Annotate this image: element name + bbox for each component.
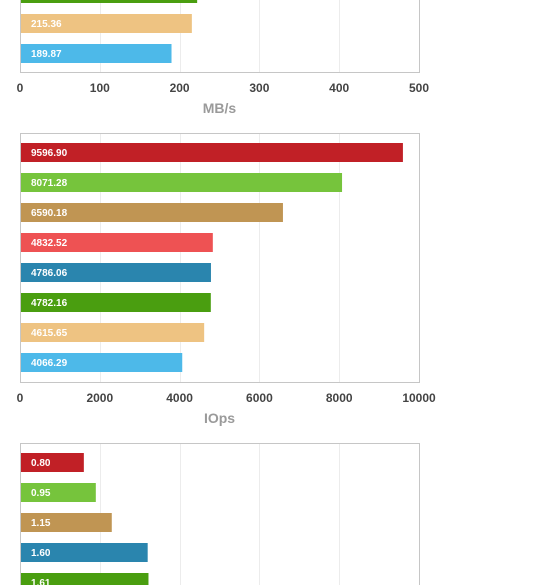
bar-value-label: 1.61	[31, 578, 51, 585]
bar-2: 8071.28	[21, 173, 343, 192]
chart-2: 9596.90 8071.28 6590.18 4832.52 4786.06 4782.…	[17, 133, 436, 426]
bar-value-label: 0.80	[31, 458, 51, 469]
bar-value-label: 1.15	[31, 518, 51, 529]
bar-rect	[21, 143, 403, 162]
bar-rect	[21, 513, 112, 532]
bar-8: 4066.29	[21, 353, 183, 372]
bar-value-label: 0.95	[31, 488, 51, 499]
bar-rect	[21, 203, 283, 222]
x-tick-label: 4000	[166, 391, 193, 405]
x-tick-label: 2000	[86, 391, 113, 405]
bar-3: 189.87	[21, 44, 172, 63]
bar-rect	[21, 353, 183, 372]
chart-3: 0.80 0.95 1.15 1.60 1.61	[20, 443, 420, 585]
bar-rect	[21, 543, 148, 562]
bar-rect	[21, 233, 213, 252]
bar-rect	[21, 263, 211, 282]
x-tick-label: 400	[329, 81, 349, 95]
bar-rect	[21, 293, 211, 312]
bar-rect	[21, 573, 149, 585]
bar-3: 6590.18	[21, 203, 283, 222]
bar-2: 215.36	[21, 14, 192, 33]
bar-value-label: 4066.29	[31, 358, 68, 369]
x-tick-label: 300	[249, 81, 269, 95]
x-tick-label: 100	[90, 81, 110, 95]
bar-7: 4615.65	[21, 323, 205, 342]
bar-6: 4782.16	[21, 293, 211, 312]
bar-3: 1.15	[21, 513, 112, 532]
bar-value-label: 4782.16	[31, 298, 68, 309]
bar-value-label: 9596.90	[31, 148, 68, 159]
x-tick-label: 8000	[326, 391, 353, 405]
x-tick-label: 0	[17, 391, 24, 405]
bar-value-label: 1.60	[31, 548, 51, 559]
x-tick-label: 6000	[246, 391, 273, 405]
chart-1: 215.36 189.87 0 100 200 300 400 500 MB/s	[17, 0, 429, 116]
bar-value-label: 4786.06	[31, 268, 68, 279]
bar-1: 0.80	[21, 453, 84, 472]
bar-1: 9596.90	[21, 143, 403, 162]
bar-4: 1.60	[21, 543, 148, 562]
bar-value-label: 8071.28	[31, 178, 68, 189]
x-axis-title: IOps	[204, 410, 235, 426]
bar-rect	[21, 44, 172, 63]
x-axis-title: MB/s	[203, 100, 237, 116]
bar-rect	[21, 0, 198, 3]
plot-area	[20, 133, 420, 383]
x-tick-label: 500	[409, 81, 429, 95]
bar-value-label: 189.87	[31, 49, 62, 60]
bar-value-label: 4832.52	[31, 238, 68, 249]
bar-value-label: 215.36	[31, 19, 62, 30]
bar-5: 4786.06	[21, 263, 211, 282]
x-tick-label: 200	[170, 81, 190, 95]
bar-rect	[21, 14, 192, 33]
x-tick-label: 0	[17, 81, 24, 95]
bar-2: 0.95	[21, 483, 96, 502]
bar-4: 4832.52	[21, 233, 213, 252]
bar-rect	[21, 323, 205, 342]
bar-5: 1.61	[21, 573, 149, 585]
bar-value-label: 6590.18	[31, 208, 68, 219]
bar-value-label: 4615.65	[31, 328, 68, 339]
bar-rect	[21, 483, 96, 502]
bar-rect	[21, 453, 84, 472]
bar-1	[21, 0, 198, 3]
bar-rect	[21, 173, 343, 192]
x-tick-label: 10000	[402, 391, 436, 405]
